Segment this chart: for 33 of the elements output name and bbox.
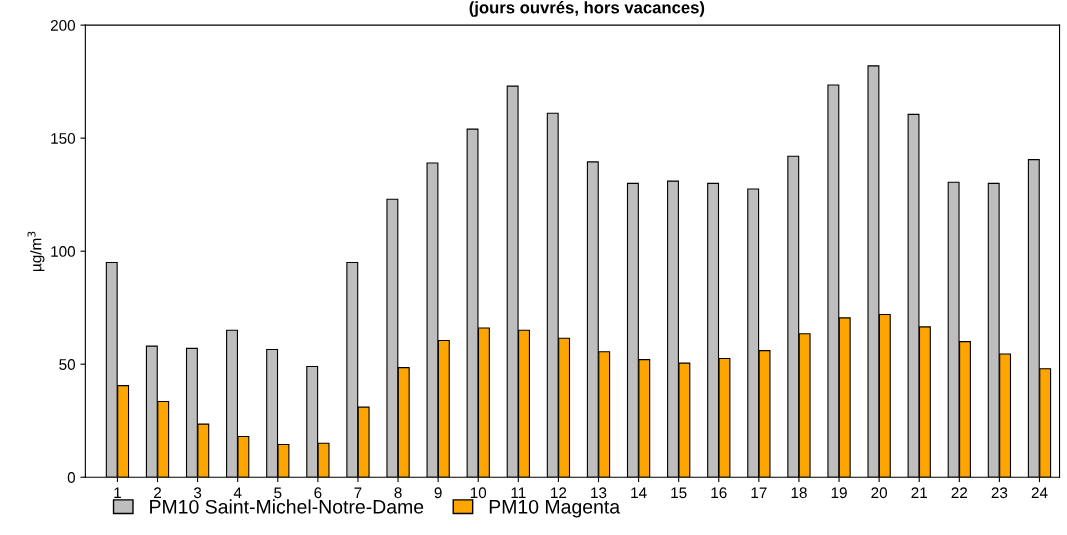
y-tick-label: 150 [51,133,76,144]
x-tick-label: 3 [193,487,202,499]
x-tick-label: 17 [751,487,767,499]
x-tick-label: 5 [274,487,282,499]
x-tick-label: 2 [154,487,161,499]
x-tick-label: 24 [1031,487,1048,499]
x-tick-label: 13 [591,487,607,499]
x-tick-label: 20 [871,487,888,499]
x-tick-label: 10 [470,487,487,499]
x-tick-label: 15 [671,487,687,499]
x-tick-label: 1 [114,487,121,499]
legend-label: PM10 Saint-Michel-Notre-Dame [150,499,424,514]
x-tick-label: 14 [631,487,647,499]
x-tick-label: 9 [434,487,442,499]
x-tick-label: 4 [233,487,242,499]
x-tick-label: 11 [511,487,526,499]
x-tick-label: 6 [314,487,322,499]
y-axis-title: µg/m$^{3}$ [27,231,45,271]
x-tick-label: 22 [951,487,968,499]
x-tick-label: 19 [831,487,847,499]
y-tick-label: 200 [50,20,76,31]
x-tick-label: 16 [711,487,727,499]
y-tick-label: 50 [59,359,76,370]
x-tick-label: 23 [991,487,1008,499]
x-tick-label: 7 [354,487,362,499]
y-tick-label: 0 [67,472,76,483]
y-tick-label: 100 [51,246,76,257]
x-tick-label: 12 [551,487,567,499]
legend-label: PM10 Magenta [489,499,621,518]
x-tick-label: 8 [394,487,402,499]
chart-title: (jours ouvrés, hors vacances) [469,1,705,17]
x-tick-label: 21 [911,487,927,499]
x-tick-label: 18 [791,487,807,499]
